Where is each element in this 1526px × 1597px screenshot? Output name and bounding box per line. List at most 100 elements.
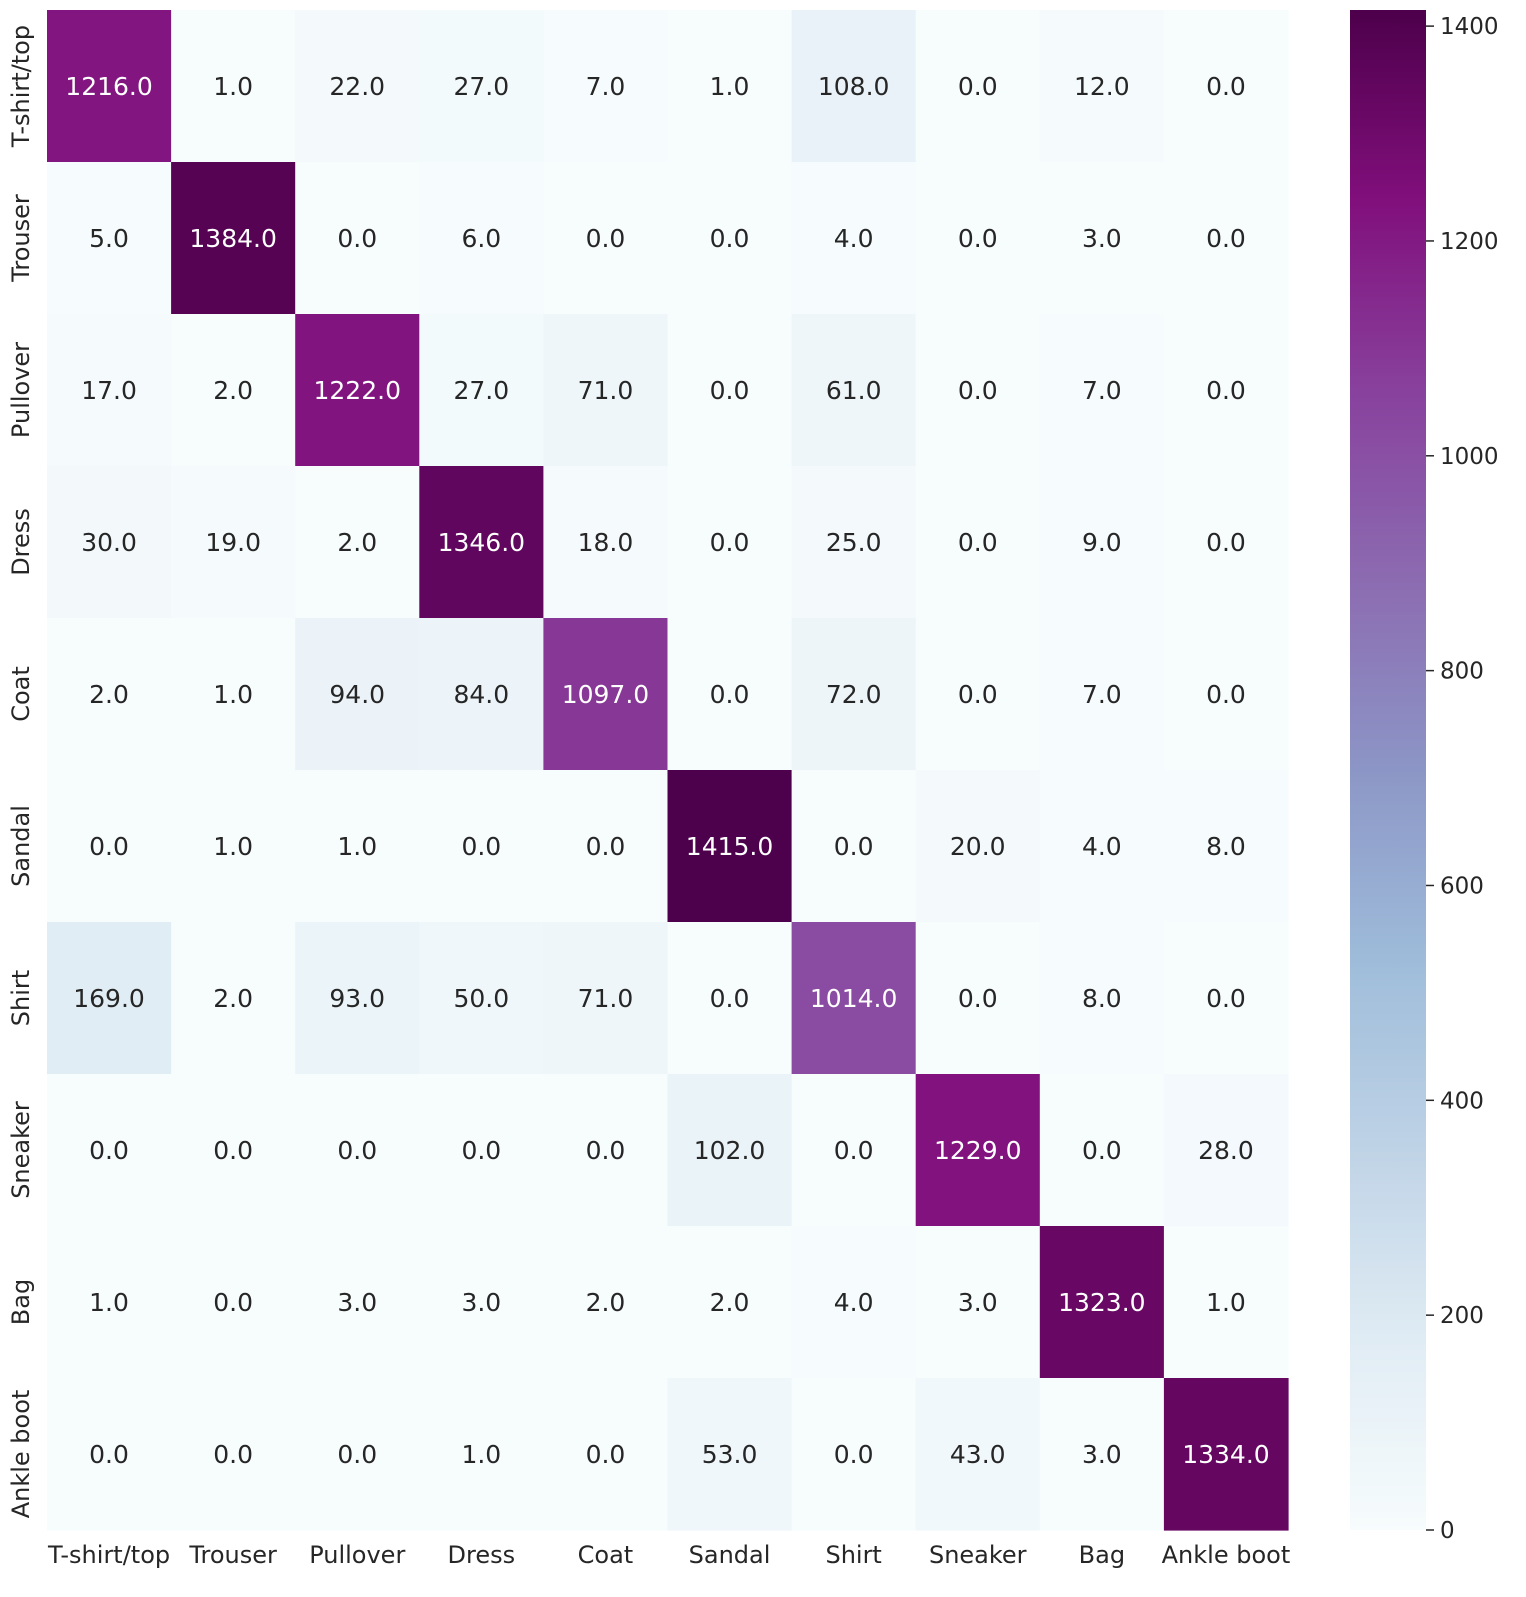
- heatmap-cell: [1163, 770, 1289, 923]
- cell-value-label: 93.0: [329, 984, 385, 1013]
- x-tick-label: Ankle boot: [1162, 1541, 1291, 1569]
- heatmap-cell: [543, 1074, 669, 1227]
- heatmap-cell: [47, 1226, 172, 1379]
- heatmap-cell: [1039, 770, 1165, 923]
- heatmap-cell: [295, 922, 420, 1075]
- heatmap-cell: [667, 1378, 793, 1531]
- y-tick-label: Dress: [7, 508, 35, 576]
- cell-value-label: 2.0: [586, 1288, 626, 1317]
- heatmap-cell: [543, 1226, 669, 1379]
- x-axis-tick-labels: T-shirt/top Trouser Pullover Dress Coat Sanda…: [47, 1541, 1290, 1569]
- y-tick-label: Sneaker: [7, 1101, 35, 1199]
- heatmap-cell: [667, 466, 793, 619]
- cell-value-label: 30.0: [81, 528, 137, 557]
- cell-value-label: 1346.0: [438, 528, 525, 557]
- cell-value-label: 17.0: [81, 376, 137, 405]
- heatmap-cell: [1163, 618, 1289, 771]
- heatmap-cell: [1039, 10, 1165, 163]
- heatmap-cell: [295, 10, 420, 163]
- colorbar-tick-label: 1000: [1440, 444, 1499, 470]
- cell-value-label: 1384.0: [189, 224, 276, 253]
- y-axis-tick-labels: T-shirt/top Trouser Pullover Dress Coat Sanda…: [7, 25, 35, 1518]
- cell-value-label: 0.0: [1206, 528, 1246, 557]
- cell-value-label: 2.0: [89, 680, 129, 709]
- cell-value-label: 0.0: [710, 224, 750, 253]
- heatmap-cell: [791, 618, 917, 771]
- heatmap-cell: [667, 1226, 793, 1379]
- cell-value-label: 5.0: [89, 224, 129, 253]
- heatmap-cell: [419, 162, 544, 315]
- heatmap-cell: [47, 314, 172, 467]
- cell-value-label: 0.0: [461, 832, 501, 861]
- heatmap-cell: [419, 922, 544, 1075]
- heatmap-cell: [47, 1378, 172, 1531]
- cell-value-label: 7.0: [1082, 376, 1122, 405]
- x-tick-label: Shirt: [825, 1541, 881, 1569]
- cell-value-label: 19.0: [205, 528, 261, 557]
- cell-value-label: 0.0: [958, 224, 998, 253]
- cell-value-label: 20.0: [950, 832, 1006, 861]
- heatmap-cell: [1039, 1226, 1165, 1379]
- heatmap-cell: [1163, 162, 1289, 315]
- cell-value-label: 0.0: [958, 984, 998, 1013]
- heatmap-cell: [791, 314, 917, 467]
- heatmap-cell: [915, 618, 1041, 771]
- cell-value-label: 0.0: [89, 1136, 129, 1165]
- y-tick-label: Shirt: [7, 970, 35, 1026]
- heatmap-cell: [543, 314, 669, 467]
- heatmap-cell: [419, 618, 544, 771]
- heatmap-cell: [295, 466, 420, 619]
- cell-value-label: 0.0: [710, 680, 750, 709]
- heatmap-cell: [791, 1226, 917, 1379]
- cell-value-label: 0.0: [337, 224, 377, 253]
- heatmap-cell: [47, 1074, 172, 1227]
- cell-value-label: 0.0: [834, 1440, 874, 1469]
- cell-value-label: 18.0: [578, 528, 634, 557]
- cell-value-label: 1.0: [89, 1288, 129, 1317]
- heatmap-cell: [667, 10, 793, 163]
- colorbar-tick-label: 800: [1440, 659, 1484, 685]
- cell-value-label: 4.0: [834, 224, 874, 253]
- heatmap-cell: [791, 1074, 917, 1227]
- cell-value-label: 28.0: [1198, 1136, 1254, 1165]
- heatmap-cell: [915, 1074, 1041, 1227]
- y-tick-label: Trouser: [7, 194, 35, 283]
- heatmap-cell: [915, 922, 1041, 1075]
- heatmap-cell: [1163, 1378, 1289, 1531]
- cell-value-label: 3.0: [1082, 224, 1122, 253]
- heatmap-cell: [915, 466, 1041, 619]
- x-tick-label: Pullover: [309, 1541, 405, 1569]
- heatmap-cell: [171, 770, 296, 923]
- heatmap-cell: [791, 1378, 917, 1531]
- heatmap-cell: [915, 162, 1041, 315]
- heatmap-cell: [791, 162, 917, 315]
- heatmap-cell: [667, 314, 793, 467]
- cell-value-label: 12.0: [1074, 72, 1130, 101]
- cell-value-label: 1.0: [337, 832, 377, 861]
- heatmap-cell: [915, 1378, 1041, 1531]
- colorbar-tick-label: 200: [1440, 1303, 1484, 1329]
- heatmap-cell: [1163, 10, 1289, 163]
- cell-value-label: 2.0: [710, 1288, 750, 1317]
- heatmap-cell: [295, 1378, 420, 1531]
- cell-value-label: 4.0: [834, 1288, 874, 1317]
- x-tick-label: Trouser: [188, 1541, 277, 1569]
- y-tick-label: Coat: [7, 666, 35, 722]
- cell-value-label: 0.0: [1206, 680, 1246, 709]
- heatmap-cell: [915, 314, 1041, 467]
- heatmap-cell: [47, 922, 172, 1075]
- cell-value-label: 0.0: [586, 1136, 626, 1165]
- x-tick-label: Coat: [578, 1541, 634, 1569]
- cell-value-label: 1334.0: [1182, 1440, 1269, 1469]
- heatmap-cell: [1039, 618, 1165, 771]
- heatmap-cell: [171, 618, 296, 771]
- y-tick-label: Bag: [7, 1279, 35, 1325]
- cell-value-label: 0.0: [461, 1136, 501, 1165]
- cell-value-label: 0.0: [1206, 376, 1246, 405]
- cell-value-label: 6.0: [461, 224, 501, 253]
- heatmap-cell: [295, 1074, 420, 1227]
- cell-value-label: 0.0: [89, 832, 129, 861]
- cell-value-label: 27.0: [454, 72, 510, 101]
- heatmap-cell: [47, 10, 172, 163]
- heatmap-cell: [543, 1378, 669, 1531]
